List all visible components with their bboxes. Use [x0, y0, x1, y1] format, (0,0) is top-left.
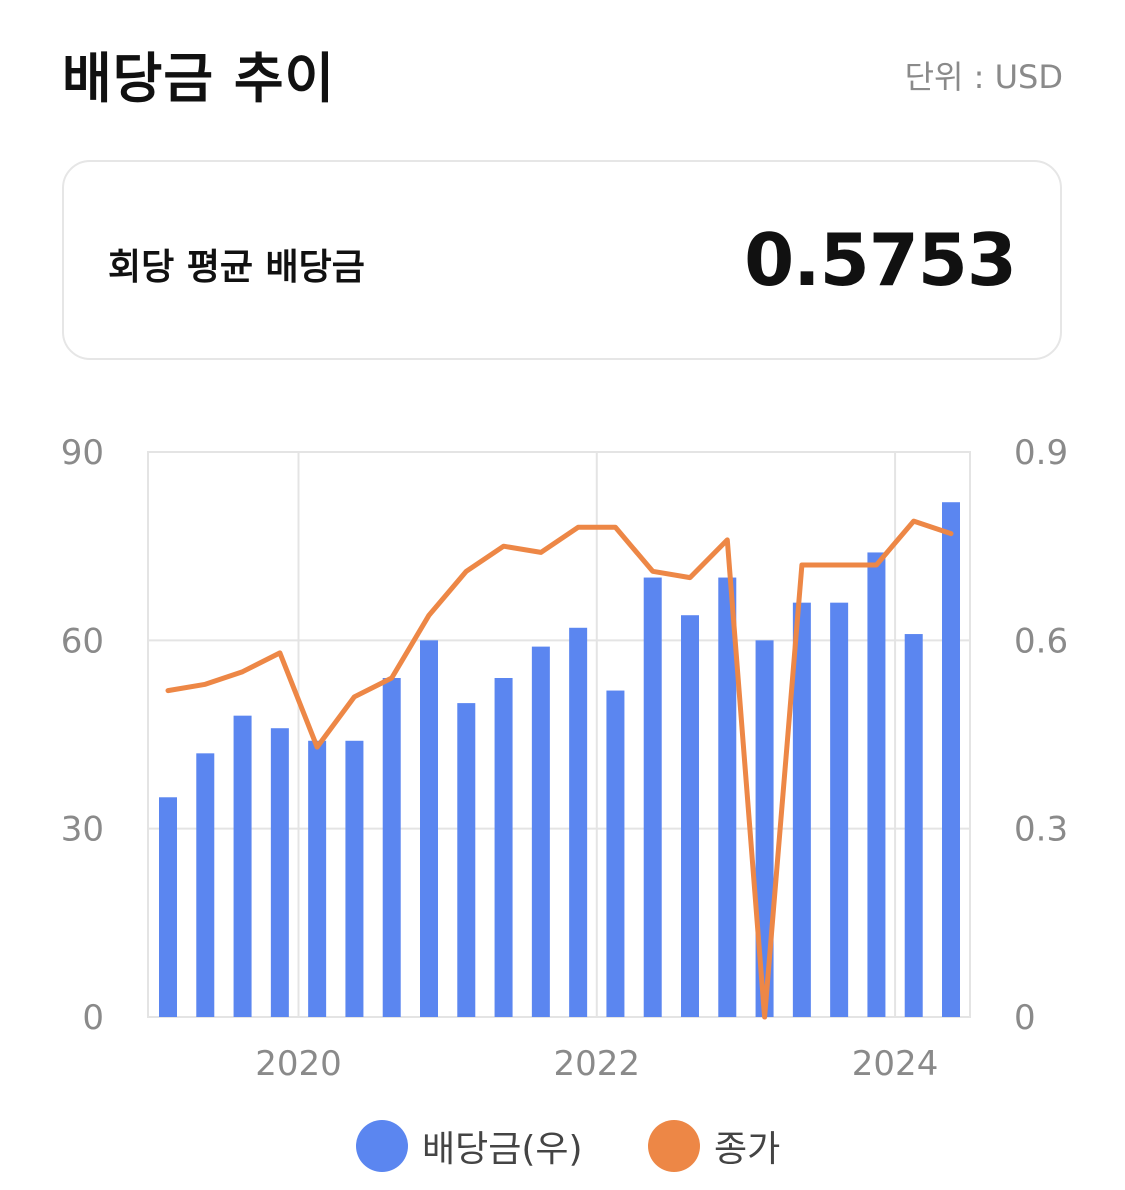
dividend-bar — [867, 552, 886, 1017]
dividend-chart: 0 0 30 0.3 60 0.6 90 0.9 2020 2022 2024 — [61, 433, 1068, 1084]
dividend-bar — [270, 728, 289, 1017]
y-right-tick-label: 0.6 — [1014, 621, 1068, 661]
x-tick-label: 2022 — [554, 1044, 641, 1084]
dividend-bar — [345, 740, 364, 1017]
legend-item-close-price[interactable]: 종가 — [648, 1120, 780, 1172]
dividend-bar — [494, 678, 513, 1017]
summary-label: 회당 평균 배당금 — [108, 247, 365, 288]
x-tick-label: 2020 — [255, 1044, 342, 1084]
x-tick-label: 2024 — [852, 1044, 939, 1084]
dividend-bar — [308, 740, 327, 1017]
legend-label-dividend: 배당금(우) — [422, 1129, 583, 1170]
dividend-bar — [420, 640, 438, 1017]
dividend-bar — [159, 797, 177, 1017]
dividend-bar — [382, 678, 401, 1017]
bar-layer — [159, 502, 960, 1017]
dividend-bar — [904, 634, 923, 1017]
dividend-bar — [233, 715, 252, 1017]
unit-label: 단위 : USD — [904, 58, 1063, 96]
dividend-bar — [755, 640, 774, 1017]
legend-dot-dividend-icon — [356, 1120, 408, 1172]
legend-item-dividend[interactable]: 배당금(우) — [356, 1120, 583, 1172]
legend-label-close-price: 종가 — [714, 1129, 781, 1170]
dividend-bar — [196, 753, 215, 1017]
dividend-bar — [942, 502, 960, 1017]
dividend-bar — [643, 577, 662, 1017]
y-right-tick-label: 0.9 — [1014, 433, 1068, 473]
dividend-bar — [531, 646, 550, 1017]
y-right-tick-label: 0.3 — [1014, 810, 1068, 850]
dividend-bar — [718, 577, 737, 1017]
legend-dot-close-price-icon — [648, 1120, 700, 1172]
dividend-bar — [457, 703, 476, 1017]
dividend-bar — [606, 690, 625, 1017]
plot-frame — [147, 451, 971, 1018]
y-left-tick-label: 0 — [82, 998, 104, 1038]
page-title: 배당금 추이 — [62, 47, 336, 110]
dividend-bar — [569, 627, 588, 1017]
y-right-tick-label: 0 — [1014, 998, 1036, 1038]
y-left-tick-label: 60 — [61, 621, 104, 661]
dividend-bar — [830, 602, 849, 1017]
line-layer — [165, 518, 954, 1020]
summary-value: 0.5753 — [744, 218, 1017, 302]
close-price-line — [165, 518, 954, 1020]
summary-card: 회당 평균 배당금 0.5753 — [62, 160, 1062, 360]
legend: 배당금(우) 종가 — [0, 1120, 1125, 1180]
y-left-tick-label: 90 — [61, 433, 104, 473]
dividend-bar — [681, 615, 699, 1017]
y-left-tick-label: 30 — [61, 810, 104, 850]
dividend-bar — [792, 602, 811, 1017]
axis-layer: 0 0 30 0.3 60 0.6 90 0.9 2020 2022 2024 — [61, 433, 1068, 1084]
